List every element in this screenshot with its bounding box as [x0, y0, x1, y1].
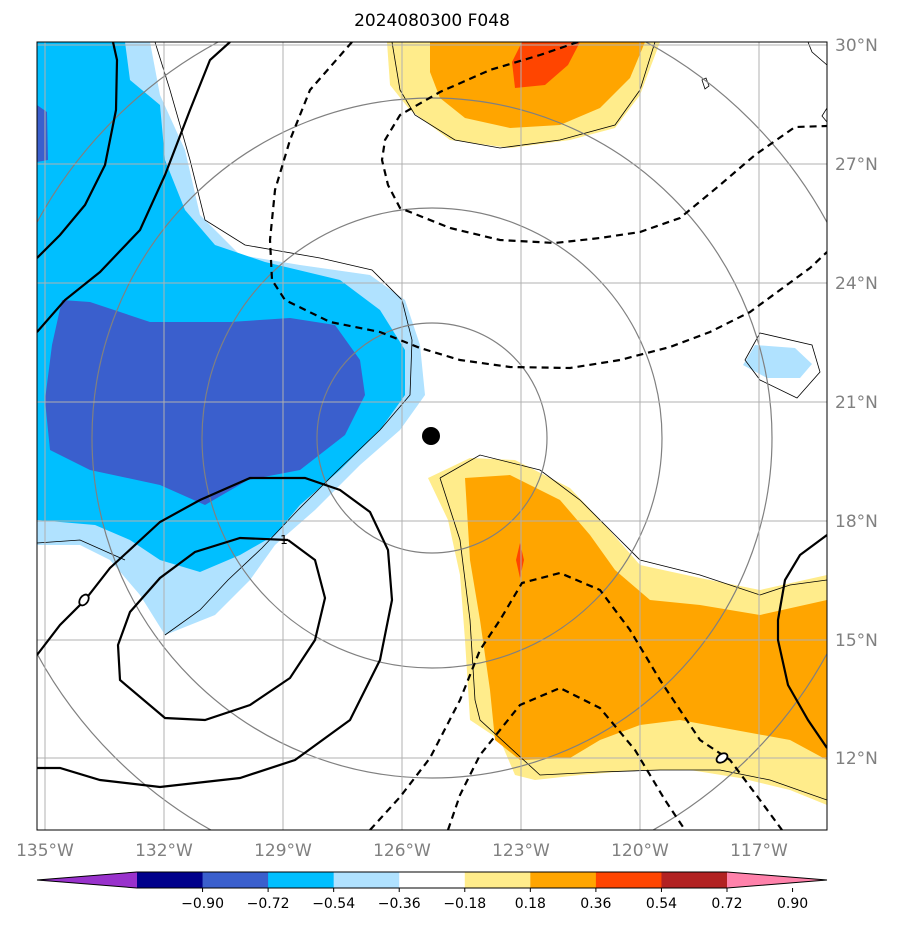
colorbar-tick-label: 0.18 [515, 896, 546, 912]
map-title: 2024080300 F048 [354, 11, 510, 31]
lon-label: 135°W [16, 841, 74, 861]
colorbar-extend-max [727, 872, 827, 888]
colorbar-tick-label: −0.54 [312, 896, 355, 912]
colorbar-segment [595, 872, 662, 888]
colorbar-segment [530, 872, 597, 888]
colorbar-extend-min [37, 872, 137, 888]
lon-label: 132°W [135, 841, 193, 861]
contour-label-zero-east [715, 752, 729, 764]
contour-label-one: 1 [280, 533, 288, 547]
latitude-labels: 30°N 27°N 24°N 21°N 18°N 15°N 12°N [835, 36, 878, 769]
dashed-contours [268, 42, 827, 830]
contour-labels: 1 [78, 533, 729, 764]
colorbar-tick-label: −0.72 [247, 896, 290, 912]
colorbar-tick-label: 0.54 [646, 896, 677, 912]
colorbar-segment [268, 872, 335, 888]
colorbar-tick-label: −0.90 [181, 896, 224, 912]
colorbar-segment [399, 872, 466, 888]
thin-contours [37, 42, 827, 801]
lat-label: 24°N [835, 274, 878, 294]
lat-label: 27°N [835, 155, 878, 175]
lat-label: 18°N [835, 512, 878, 532]
colorbar-tick-label: 0.36 [580, 896, 611, 912]
map-area: 1 [37, 42, 827, 830]
colorbar-tick-label: −0.36 [378, 896, 421, 912]
lat-label: 15°N [835, 631, 878, 651]
lat-label: 12°N [835, 749, 878, 769]
contour-label-zero-west [78, 593, 90, 607]
colorbar-segment [202, 872, 269, 888]
colorbar-outline [36, 871, 828, 889]
colorbar-tick-label: −0.18 [443, 896, 486, 912]
gridlines [37, 42, 827, 830]
range-rings [37, 42, 827, 830]
lon-label: 117°W [730, 841, 788, 861]
lon-label: 123°W [492, 841, 550, 861]
lat-label: 30°N [835, 36, 878, 56]
colorbar: −0.90 −0.72 −0.54 −0.36 −0.18 0.18 0.36 0.54 0.7… [36, 871, 828, 912]
colorbar-segment [661, 872, 728, 888]
colorbar-segment [137, 872, 204, 888]
colorbar-tick-label: 0.72 [711, 896, 742, 912]
colorbar-tick-label: 0.90 [777, 896, 808, 912]
map-frame [36, 41, 828, 831]
colorbar-segment [464, 872, 531, 888]
lon-label: 120°W [611, 841, 669, 861]
longitude-labels: 135°W 132°W 129°W 126°W 123°W 120°W 117°… [16, 841, 788, 861]
lon-label: 129°W [254, 841, 312, 861]
solid-contours [37, 42, 827, 789]
lat-label: 21°N [835, 393, 878, 413]
storm-center-marker [422, 427, 440, 445]
lon-label: 126°W [373, 841, 431, 861]
colorbar-segment [333, 872, 400, 888]
